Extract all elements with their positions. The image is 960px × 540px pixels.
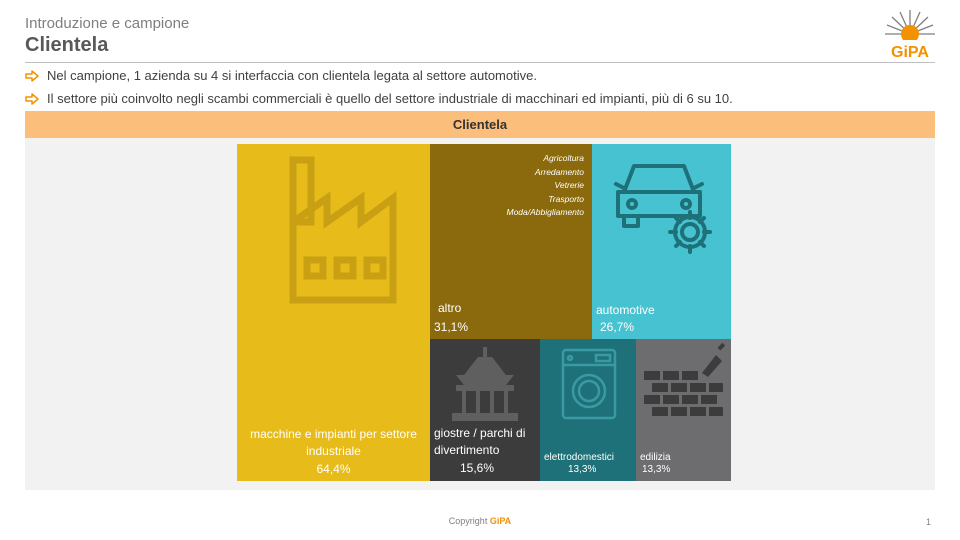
treemap-tile-edilizia: edilizia 13,3% [636, 339, 731, 481]
washing-machine-icon [561, 348, 617, 420]
tile-label: altro [438, 301, 462, 315]
copyright-brand: GiPA [489, 516, 512, 526]
treemap-tile-elettrodomestici: elettrodomestici 13,3% [540, 339, 636, 481]
company-logo: GiPA [880, 8, 940, 61]
tile-value: 26,7% [600, 320, 635, 334]
bullet-text: Nel campione, 1 azienda su 4 si interfac… [47, 68, 537, 83]
altro-detail-item: Trasporto [548, 193, 584, 204]
tile-value: 64,4% [316, 462, 351, 476]
bullet-item: Il settore più coinvolto negli scambi co… [25, 91, 733, 106]
tile-value: 15,6% [460, 461, 495, 475]
chart-panel-header: Clientela [25, 111, 935, 138]
tile-label: giostre / parchi di divertimento [434, 426, 526, 457]
altro-detail-item: Vetrerie [554, 180, 584, 190]
altro-detail-item: Arredamento [534, 166, 584, 177]
title-divider [25, 62, 935, 63]
bullet-text: Il settore più coinvolto negli scambi co… [47, 91, 733, 106]
arrow-right-icon [25, 92, 39, 105]
treemap-tile-giostre: giostre / parchi di divertimento 15,6% [430, 339, 540, 481]
chart-panel: macchine e impianti per settore industri… [25, 138, 935, 490]
tile-label: automotive [596, 303, 655, 317]
tile-label: elettrodomestici [544, 452, 615, 463]
treemap-chart: macchine e impianti per settore industri… [237, 144, 731, 481]
bullet-item: Nel campione, 1 azienda su 4 si interfac… [25, 68, 537, 83]
carousel-icon [452, 347, 518, 421]
page-title: Clientela [25, 34, 109, 56]
tile-value: 31,1% [434, 320, 469, 334]
tile-value: 13,3% [568, 464, 597, 475]
tile-label: macchine e impianti per settore industri… [250, 427, 417, 458]
sun-logo-icon: GiPA [885, 10, 935, 61]
brick-wall-icon [644, 343, 726, 416]
treemap-tile-altro: Agricoltura Arredamento Vetrerie Traspor… [430, 144, 592, 339]
copyright-text: Copyright [448, 516, 488, 526]
altro-details-list: Agricoltura Arredamento Vetrerie Traspor… [507, 152, 585, 220]
tile-label: edilizia [640, 452, 671, 463]
factory-icon [289, 156, 397, 304]
logo-text: GiPA [891, 44, 929, 60]
altro-detail-item: Moda/Abbigliamento [506, 207, 585, 217]
treemap-tile-automotive: automotive 26,7% [592, 144, 731, 339]
altro-detail-item: Agricoltura [543, 153, 584, 163]
page-subtitle: Introduzione e campione [25, 15, 190, 32]
arrow-right-icon [25, 69, 39, 82]
treemap-tile-macchine: macchine e impianti per settore industri… [237, 144, 430, 481]
page-number: 1 [926, 517, 932, 527]
footer-copyright: Copyright GiPA [0, 516, 960, 526]
car-gear-icon [614, 164, 712, 254]
tile-value: 13,3% [642, 464, 671, 475]
